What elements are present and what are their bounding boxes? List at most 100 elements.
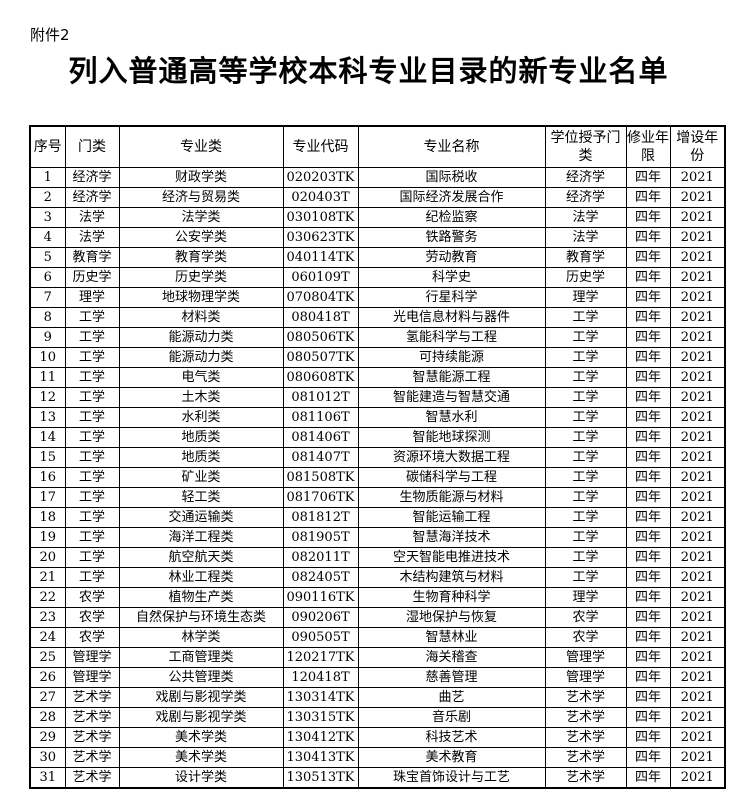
cell-major-name: 行星科学 (357, 287, 546, 308)
cell-year-added: 2021 (669, 327, 726, 348)
header-major-name: 专业名称 (357, 125, 546, 168)
cell-category: 工学 (64, 507, 120, 528)
header-major-class: 专业类 (118, 125, 284, 168)
cell-major-code: 130412TK (282, 727, 359, 748)
table-row: 14 工学 地质类 081406T 智能地球探测 工学 四年 2021 (29, 427, 726, 448)
cell-major-code: 130315TK (282, 707, 359, 728)
cell-duration: 四年 (625, 587, 671, 608)
cell-major-name: 资源环境大数据工程 (357, 447, 546, 468)
cell-major-class: 教育学类 (118, 247, 284, 268)
cell-category: 工学 (64, 427, 120, 448)
cell-serial: 8 (29, 307, 66, 328)
cell-major-code: 120418T (282, 667, 359, 688)
cell-degree-category: 历史学 (544, 267, 627, 288)
cell-serial: 24 (29, 627, 66, 648)
cell-degree-category: 法学 (544, 227, 627, 248)
cell-major-name: 曲艺 (357, 687, 546, 708)
cell-major-class: 法学类 (118, 207, 284, 228)
cell-major-class: 地质类 (118, 447, 284, 468)
cell-duration: 四年 (625, 547, 671, 568)
table-row: 7 理学 地球物理学类 070804TK 行星科学 理学 四年 2021 (29, 287, 726, 308)
cell-major-class: 能源动力类 (118, 327, 284, 348)
table-row: 8 工学 材料类 080418T 光电信息材料与器件 工学 四年 2021 (29, 307, 726, 328)
cell-major-name: 国际税收 (357, 167, 546, 188)
cell-major-code: 080418T (282, 307, 359, 328)
cell-duration: 四年 (625, 367, 671, 388)
cell-major-code: 081706TK (282, 487, 359, 508)
cell-degree-category: 管理学 (544, 647, 627, 668)
cell-serial: 13 (29, 407, 66, 428)
cell-category: 法学 (64, 227, 120, 248)
cell-category: 工学 (64, 487, 120, 508)
cell-major-name: 木结构建筑与材料 (357, 567, 546, 588)
cell-major-name: 光电信息材料与器件 (357, 307, 546, 328)
cell-major-code: 081407T (282, 447, 359, 468)
cell-major-name: 可持续能源 (357, 347, 546, 368)
cell-major-name: 氢能科学与工程 (357, 327, 546, 348)
table-row: 30 艺术学 美术学类 130413TK 美术教育 艺术学 四年 2021 (29, 747, 726, 768)
table-header-row: 序号 门类 专业类 专业代码 专业名称 学位授予门类 修业年限 增设年份 (29, 125, 726, 168)
cell-year-added: 2021 (669, 707, 726, 728)
cell-degree-category: 工学 (544, 487, 627, 508)
cell-serial: 25 (29, 647, 66, 668)
cell-category: 工学 (64, 307, 120, 328)
cell-year-added: 2021 (669, 547, 726, 568)
cell-serial: 20 (29, 547, 66, 568)
cell-year-added: 2021 (669, 307, 726, 328)
table-row: 24 农学 林学类 090505T 智慧林业 农学 四年 2021 (29, 627, 726, 648)
cell-year-added: 2021 (669, 647, 726, 668)
cell-serial: 16 (29, 467, 66, 488)
cell-duration: 四年 (625, 427, 671, 448)
table-row: 27 艺术学 戏剧与影视学类 130314TK 曲艺 艺术学 四年 2021 (29, 687, 726, 708)
cell-degree-category: 教育学 (544, 247, 627, 268)
cell-major-code: 080507TK (282, 347, 359, 368)
cell-degree-category: 艺术学 (544, 747, 627, 768)
cell-major-class: 海洋工程类 (118, 527, 284, 548)
cell-year-added: 2021 (669, 227, 726, 248)
cell-category: 工学 (64, 347, 120, 368)
cell-major-code: 120217TK (282, 647, 359, 668)
table-row: 10 工学 能源动力类 080507TK 可持续能源 工学 四年 2021 (29, 347, 726, 368)
cell-serial: 12 (29, 387, 66, 408)
cell-duration: 四年 (625, 707, 671, 728)
cell-category: 工学 (64, 567, 120, 588)
cell-degree-category: 工学 (544, 347, 627, 368)
cell-major-class: 公安学类 (118, 227, 284, 248)
cell-major-name: 智慧海洋技术 (357, 527, 546, 548)
table-row: 4 法学 公安学类 030623TK 铁路警务 法学 四年 2021 (29, 227, 726, 248)
cell-degree-category: 工学 (544, 327, 627, 348)
cell-major-code: 081508TK (282, 467, 359, 488)
cell-major-name: 湿地保护与恢复 (357, 607, 546, 628)
cell-major-code: 081012T (282, 387, 359, 408)
cell-duration: 四年 (625, 327, 671, 348)
cell-serial: 23 (29, 607, 66, 628)
cell-duration: 四年 (625, 747, 671, 768)
table-row: 18 工学 交通运输类 081812T 智能运输工程 工学 四年 2021 (29, 507, 726, 528)
cell-major-code: 130513TK (282, 767, 359, 789)
cell-year-added: 2021 (669, 187, 726, 208)
table-row: 19 工学 海洋工程类 081905T 智慧海洋技术 工学 四年 2021 (29, 527, 726, 548)
cell-major-class: 植物生产类 (118, 587, 284, 608)
cell-major-class: 能源动力类 (118, 347, 284, 368)
cell-year-added: 2021 (669, 567, 726, 588)
cell-serial: 28 (29, 707, 66, 728)
table-row: 31 艺术学 设计学类 130513TK 珠宝首饰设计与工艺 艺术学 四年 2021 (29, 767, 726, 789)
cell-major-name: 空天智能电推进技术 (357, 547, 546, 568)
cell-serial: 4 (29, 227, 66, 248)
header-major-code: 专业代码 (282, 125, 359, 168)
cell-major-code: 070804TK (282, 287, 359, 308)
cell-year-added: 2021 (669, 467, 726, 488)
cell-major-class: 轻工类 (118, 487, 284, 508)
cell-year-added: 2021 (669, 367, 726, 388)
cell-category: 工学 (64, 547, 120, 568)
cell-major-class: 水利类 (118, 407, 284, 428)
cell-major-class: 电气类 (118, 367, 284, 388)
cell-major-code: 130314TK (282, 687, 359, 708)
cell-serial: 15 (29, 447, 66, 468)
cell-major-class: 经济与贸易类 (118, 187, 284, 208)
cell-major-code: 080608TK (282, 367, 359, 388)
cell-year-added: 2021 (669, 607, 726, 628)
cell-degree-category: 艺术学 (544, 687, 627, 708)
cell-degree-category: 法学 (544, 207, 627, 228)
cell-serial: 21 (29, 567, 66, 588)
